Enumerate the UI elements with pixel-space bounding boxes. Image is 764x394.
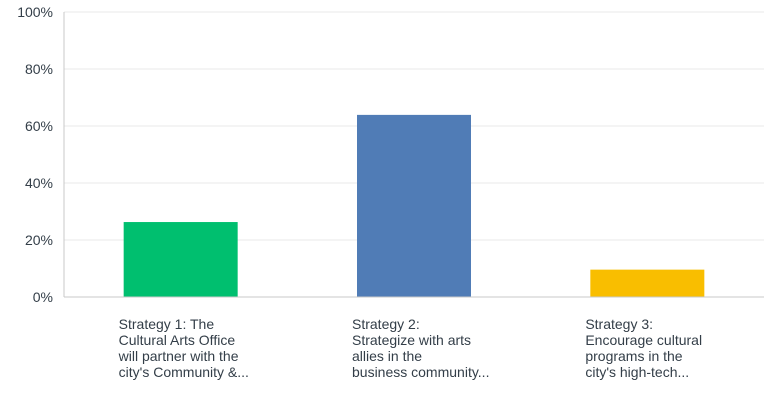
bar-strategy-1[interactable] <box>123 222 238 297</box>
x-category-label: Strategy 1: The Cultural Arts Office wil… <box>118 316 249 380</box>
bar-strategy-3[interactable] <box>590 269 705 297</box>
y-tick-label: 60% <box>25 118 53 134</box>
x-category-label: Strategy 2: Strategize with arts allies … <box>352 316 490 380</box>
bars <box>123 114 705 297</box>
x-category-label: Strategy 3: Encourage cultural programs … <box>585 316 703 380</box>
y-axis-tick-labels: 0% 20% 40% 60% 80% 100% <box>17 4 53 305</box>
y-tick-label: 80% <box>25 61 53 77</box>
y-tick-label: 0% <box>33 289 53 305</box>
bar-strategy-2[interactable] <box>357 114 471 297</box>
y-tick-label: 100% <box>17 4 53 20</box>
y-tick-label: 20% <box>25 232 53 248</box>
y-tick-label: 40% <box>25 175 53 191</box>
